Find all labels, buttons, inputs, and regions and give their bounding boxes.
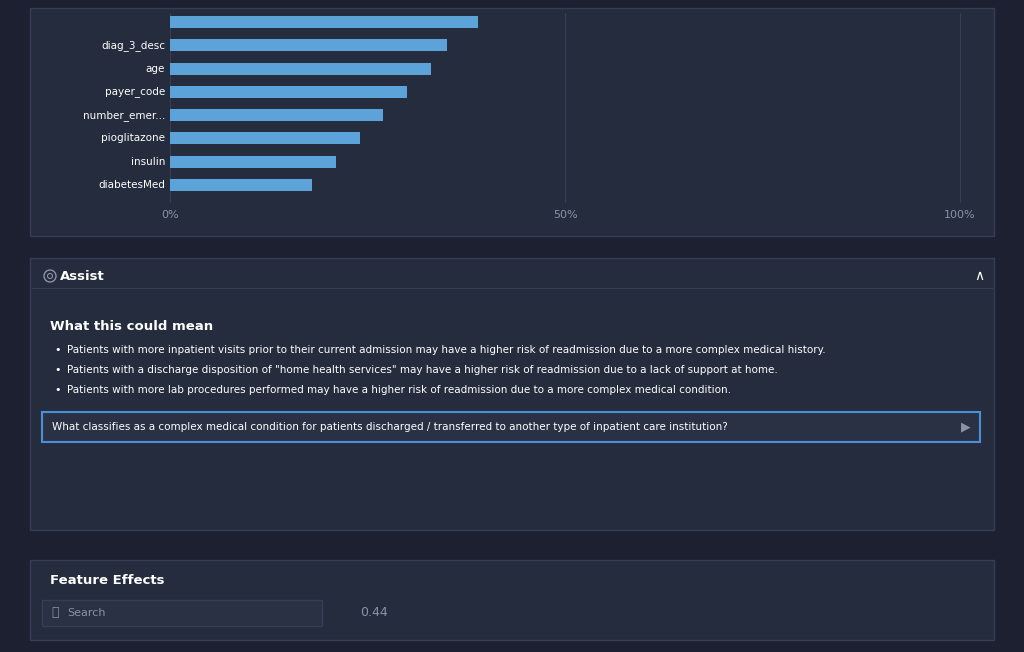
Text: What classifies as a complex medical condition for patients discharged / transfe: What classifies as a complex medical con…	[52, 422, 728, 432]
Text: insulin: insulin	[131, 156, 165, 167]
Text: ▶: ▶	[962, 421, 971, 434]
Text: Search: Search	[67, 608, 105, 618]
Text: •: •	[54, 345, 61, 355]
Text: age: age	[145, 64, 165, 74]
Bar	[42, 600, 322, 626]
Bar	[170, 156, 336, 168]
Text: •: •	[54, 385, 61, 395]
Text: 0%: 0%	[161, 210, 179, 220]
Text: ∧: ∧	[974, 269, 984, 283]
Text: diabetesMed: diabetesMed	[98, 180, 165, 190]
Text: Patients with more inpatient visits prior to their current admission may have a : Patients with more inpatient visits prio…	[67, 345, 825, 355]
Text: Patients with more lab procedures performed may have a higher risk of readmissio: Patients with more lab procedures perfor…	[67, 385, 731, 395]
Text: payer_code: payer_code	[104, 87, 165, 97]
Bar	[30, 258, 994, 530]
Text: 100%: 100%	[944, 210, 976, 220]
Text: ⌕: ⌕	[51, 606, 58, 619]
Text: •: •	[54, 365, 61, 375]
Text: 50%: 50%	[553, 210, 578, 220]
Text: pioglitazone: pioglitazone	[101, 134, 165, 143]
Bar	[30, 560, 994, 640]
Bar	[170, 132, 359, 145]
Text: What this could mean: What this could mean	[50, 319, 213, 333]
Text: Patients with a discharge disposition of "home health services" may have a highe: Patients with a discharge disposition of…	[67, 365, 778, 375]
Bar	[170, 86, 407, 98]
Text: number_emer...: number_emer...	[83, 110, 165, 121]
Text: diag_3_desc: diag_3_desc	[101, 40, 165, 51]
Bar	[170, 63, 431, 74]
Bar	[30, 8, 994, 236]
Bar	[42, 412, 980, 442]
Bar	[170, 39, 446, 52]
Text: Feature Effects: Feature Effects	[50, 574, 165, 587]
Text: 0.44: 0.44	[360, 606, 388, 619]
Bar	[170, 16, 478, 28]
Bar	[170, 109, 383, 121]
Text: Assist: Assist	[60, 269, 104, 282]
Bar	[170, 179, 312, 191]
